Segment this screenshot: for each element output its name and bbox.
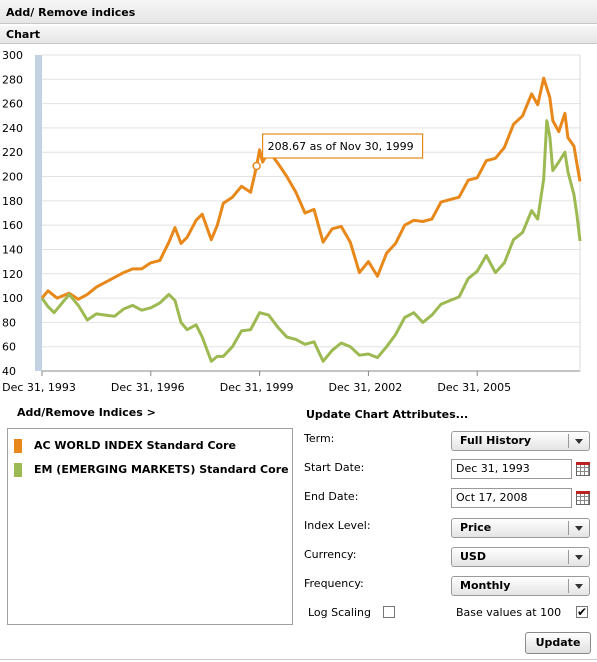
frequency-select[interactable]: Monthly	[451, 576, 590, 596]
plot-background	[42, 55, 580, 371]
x-tick-label: Dec 31, 2002	[329, 381, 403, 394]
chevron-down-icon	[575, 555, 583, 560]
y-axis-strip	[35, 55, 42, 371]
chevron-down-icon	[575, 526, 583, 531]
y-tick-label: 280	[2, 73, 23, 86]
y-tick-label: 300	[2, 49, 23, 62]
end-date-field[interactable]: Oct 17, 2008	[451, 488, 572, 508]
legend-swatch-emerging-markets	[14, 463, 22, 477]
tooltip-box	[261, 133, 424, 159]
chevron-down-icon	[575, 584, 583, 589]
select-divider	[568, 579, 569, 593]
y-tick-label: 100	[2, 292, 23, 305]
calendar-icon[interactable]	[576, 462, 590, 476]
add-remove-indices-link[interactable]: Add/Remove Indices >	[17, 406, 156, 419]
chart-section-title: Chart	[6, 28, 41, 41]
start-date-field[interactable]: Dec 31, 1993	[451, 459, 572, 479]
log-scaling-label: Log Scaling	[308, 606, 371, 619]
currency-value: USD	[460, 550, 486, 563]
y-tick-label: 140	[2, 243, 23, 256]
frequency-value: Monthly	[460, 579, 511, 592]
legend-swatch-ac-world	[14, 439, 22, 453]
y-tick-label: 80	[2, 316, 16, 329]
tooltip-text: 208.67 as of Nov 30, 1999	[268, 140, 414, 153]
start-date-value: Dec 31, 1993	[456, 462, 530, 475]
currency-select[interactable]: USD	[451, 547, 590, 567]
y-tick-label: 260	[2, 98, 23, 111]
currency-label: Currency:	[304, 548, 357, 561]
update-button[interactable]: Update	[525, 632, 591, 654]
bottom-divider	[0, 659, 597, 660]
series-line-ac-world	[40, 76, 582, 301]
x-tick-label: Dec 31, 1999	[220, 381, 294, 394]
y-tick-label: 60	[2, 341, 16, 354]
chevron-down-icon	[575, 439, 583, 444]
y-tick-label: 180	[2, 195, 23, 208]
tooltip-marker	[252, 161, 261, 171]
log-scaling-checkbox[interactable]	[383, 606, 395, 618]
term-label: Term:	[304, 432, 335, 445]
panel-title: Add/ Remove indices	[6, 6, 136, 19]
select-divider	[568, 434, 569, 448]
frequency-label: Frequency:	[304, 577, 364, 590]
base-values-checkbox[interactable]: ✔	[576, 606, 588, 618]
legend-label: EM (EMERGING MARKETS) Standard Core	[34, 463, 289, 476]
series-line-emerging-markets	[40, 119, 582, 363]
end-date-label: End Date:	[304, 490, 359, 503]
select-divider	[568, 550, 569, 564]
update-attributes-title: Update Chart Attributes...	[306, 408, 469, 421]
index-level-value: Price	[460, 521, 492, 534]
base-values-label: Base values at 100	[456, 606, 562, 619]
chart-area: 40 60 80 100 120 140 160 180 200 220 240 260 280 300 D…	[0, 45, 597, 395]
y-tick-label: 120	[2, 268, 23, 281]
panel-title-bar: Add/ Remove indices	[0, 0, 597, 24]
y-tick-label: 220	[2, 146, 23, 159]
term-select-value: Full History	[460, 434, 532, 447]
index-level-select[interactable]: Price	[451, 518, 590, 538]
y-tick-label: 240	[2, 122, 23, 135]
x-tick-label: Dec 31, 2005	[437, 381, 511, 394]
term-select[interactable]: Full History	[451, 431, 590, 451]
legend-box: AC WORLD INDEX Standard Core EM (EMERGIN…	[7, 428, 293, 625]
chart-section-bar: Chart	[0, 25, 597, 44]
calendar-icon[interactable]	[576, 491, 590, 505]
x-tick-label: Dec 31, 1996	[111, 381, 185, 394]
legend-label: AC WORLD INDEX Standard Core	[34, 439, 236, 452]
start-date-label: Start Date:	[304, 461, 365, 474]
checkmark-icon: ✔	[577, 605, 588, 619]
end-date-value: Oct 17, 2008	[456, 491, 528, 504]
select-divider	[568, 521, 569, 535]
line-chart: 40 60 80 100 120 140 160 180 200 220 240 260 280 300 D…	[2, 49, 582, 394]
index-level-label: Index Level:	[304, 519, 371, 532]
x-tick-label: Dec 31, 1993	[2, 381, 76, 394]
y-tick-label: 160	[2, 219, 23, 232]
y-tick-label: 40	[2, 365, 16, 378]
y-tick-label: 200	[2, 171, 23, 184]
